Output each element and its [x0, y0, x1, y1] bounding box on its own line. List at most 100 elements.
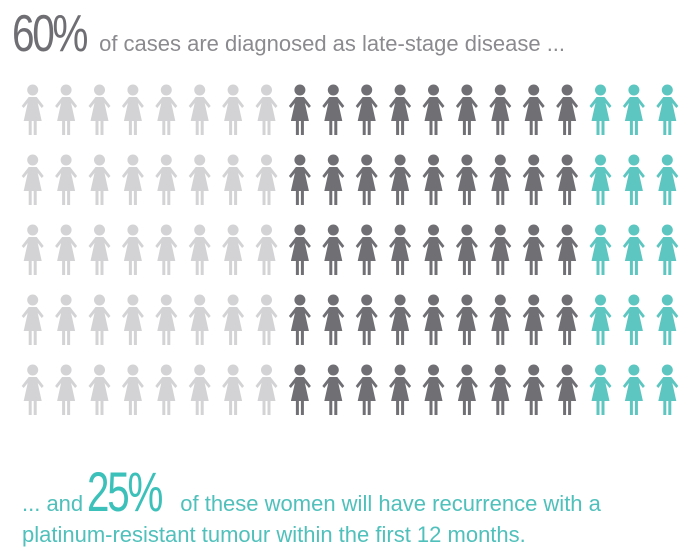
headline-percent: 60%: [12, 5, 89, 63]
woman-figure-icon-teal: [589, 84, 612, 135]
woman-figure-icon-dark: [355, 364, 378, 415]
headline-text: of cases are diagnosed as late-stage dis…: [99, 31, 566, 56]
woman-figure-icon-dark: [422, 154, 445, 205]
headline: 60% of cases are diagnosed as late-stage…: [12, 8, 565, 60]
woman-figure-icon-teal: [656, 84, 679, 135]
woman-figure-icon-light: [155, 84, 178, 135]
woman-figure-icon-light: [222, 84, 245, 135]
woman-figure-icon-dark: [556, 154, 579, 205]
woman-figure-icon-light: [222, 224, 245, 275]
footer-text-line-1: of these women will have recurrence with…: [180, 491, 601, 516]
woman-figure-icon-teal: [589, 224, 612, 275]
woman-figure-icon-teal: [622, 364, 645, 415]
woman-figure-icon-teal: [656, 154, 679, 205]
woman-figure-icon-light: [255, 84, 278, 135]
woman-figure-icon-dark: [489, 364, 512, 415]
woman-figure-icon-dark: [355, 224, 378, 275]
woman-figure-icon-dark: [422, 294, 445, 345]
footer: ... and 25% of these women will have rec…: [22, 464, 682, 548]
pictogram-grid: [21, 84, 679, 415]
woman-figure-icon-light: [88, 84, 111, 135]
woman-figure-icon-light: [255, 224, 278, 275]
woman-figure-icon-light: [55, 364, 78, 415]
woman-figure-icon-light: [21, 364, 44, 415]
woman-figure-icon-light: [21, 154, 44, 205]
woman-figure-icon-teal: [622, 84, 645, 135]
woman-figure-icon-dark: [288, 84, 311, 135]
woman-figure-icon-teal: [622, 224, 645, 275]
woman-figure-icon-dark: [322, 224, 345, 275]
woman-figure-icon-dark: [556, 294, 579, 345]
woman-figure-icon-light: [21, 84, 44, 135]
woman-figure-icon-dark: [556, 364, 579, 415]
woman-figure-icon-light: [55, 154, 78, 205]
woman-figure-icon-light: [121, 294, 144, 345]
woman-figure-icon-light: [121, 84, 144, 135]
woman-figure-icon-light: [188, 294, 211, 345]
woman-figure-icon-dark: [522, 84, 545, 135]
woman-figure-icon-dark: [389, 154, 412, 205]
woman-figure-icon-dark: [489, 224, 512, 275]
woman-figure-icon-light: [88, 224, 111, 275]
woman-figure-icon-dark: [355, 294, 378, 345]
woman-figure-icon-dark: [489, 294, 512, 345]
woman-figure-icon-teal: [622, 294, 645, 345]
woman-figure-icon-dark: [288, 364, 311, 415]
woman-figure-icon-dark: [422, 364, 445, 415]
woman-figure-icon-dark: [522, 224, 545, 275]
woman-figure-icon-light: [121, 364, 144, 415]
woman-figure-icon-dark: [489, 84, 512, 135]
woman-figure-icon-light: [55, 294, 78, 345]
woman-figure-icon-dark: [288, 294, 311, 345]
woman-figure-icon-light: [88, 154, 111, 205]
woman-figure-icon-dark: [288, 154, 311, 205]
woman-figure-icon-dark: [455, 294, 478, 345]
woman-figure-icon-dark: [322, 294, 345, 345]
woman-figure-icon-light: [255, 364, 278, 415]
woman-figure-icon-light: [21, 294, 44, 345]
woman-figure-icon-light: [121, 154, 144, 205]
woman-figure-icon-dark: [322, 154, 345, 205]
woman-figure-icon-dark: [389, 364, 412, 415]
woman-figure-icon-light: [188, 224, 211, 275]
woman-figure-icon-teal: [589, 364, 612, 415]
woman-figure-icon-light: [188, 364, 211, 415]
woman-figure-icon-light: [255, 294, 278, 345]
woman-figure-icon-teal: [589, 294, 612, 345]
woman-figure-icon-light: [88, 364, 111, 415]
woman-figure-icon-dark: [389, 224, 412, 275]
woman-figure-icon-light: [222, 364, 245, 415]
woman-figure-icon-light: [222, 294, 245, 345]
woman-figure-icon-dark: [556, 224, 579, 275]
woman-figure-icon-light: [88, 294, 111, 345]
woman-figure-icon-dark: [455, 224, 478, 275]
woman-figure-icon-dark: [455, 364, 478, 415]
woman-figure-icon-light: [55, 224, 78, 275]
woman-figure-icon-light: [188, 154, 211, 205]
woman-figure-icon-light: [121, 224, 144, 275]
woman-figure-icon-light: [155, 364, 178, 415]
woman-figure-icon-dark: [389, 84, 412, 135]
woman-figure-icon-dark: [389, 294, 412, 345]
woman-figure-icon-dark: [489, 154, 512, 205]
woman-figure-icon-light: [222, 154, 245, 205]
woman-figure-icon-light: [21, 224, 44, 275]
woman-figure-icon-dark: [322, 84, 345, 135]
woman-figure-icon-dark: [288, 224, 311, 275]
woman-figure-icon-light: [155, 294, 178, 345]
woman-figure-icon-light: [155, 224, 178, 275]
footer-prefix: ... and: [22, 491, 84, 516]
footer-text-line-2: platinum-resistant tumour within the fir…: [22, 522, 526, 547]
woman-figure-icon-dark: [455, 84, 478, 135]
woman-figure-icon-teal: [656, 294, 679, 345]
woman-figure-icon-teal: [589, 154, 612, 205]
woman-figure-icon-teal: [656, 224, 679, 275]
woman-figure-icon-teal: [622, 154, 645, 205]
woman-figure-icon-light: [188, 84, 211, 135]
woman-figure-icon-dark: [522, 294, 545, 345]
footer-percent: 25%: [87, 460, 163, 523]
woman-figure-icon-light: [255, 154, 278, 205]
woman-figure-icon-dark: [355, 154, 378, 205]
woman-figure-icon-dark: [522, 364, 545, 415]
woman-figure-icon-dark: [522, 154, 545, 205]
